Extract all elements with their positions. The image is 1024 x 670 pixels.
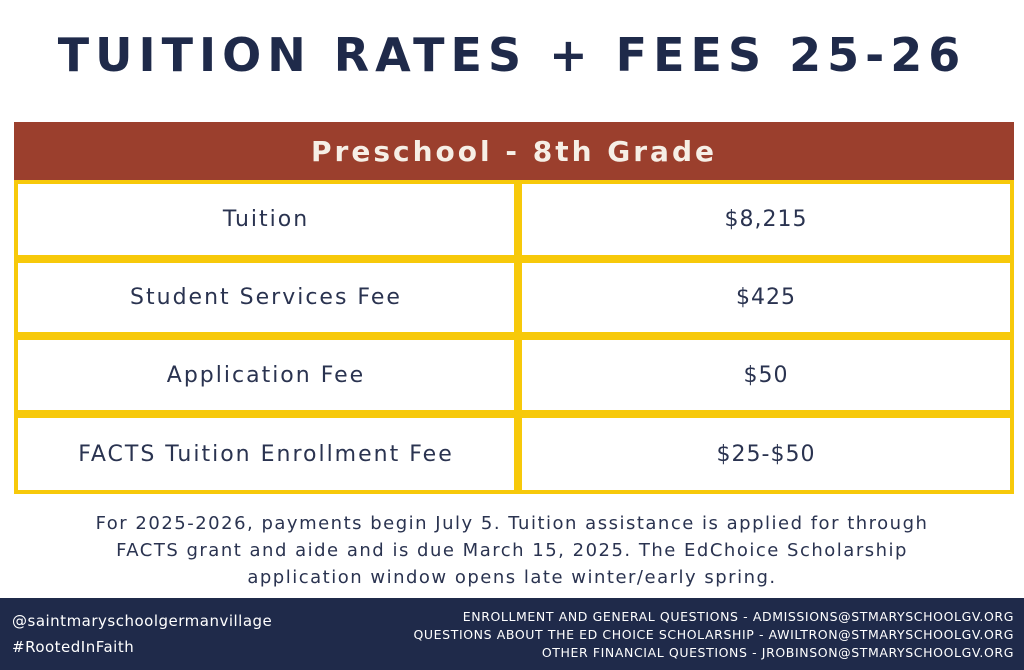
contact-line: ENROLLMENT AND GENERAL QUESTIONS - ADMIS… [462,609,1014,624]
table-row-value: $425 [522,263,1010,332]
table-row-label: Student Services Fee [18,263,514,332]
social-handle: @saintmaryschoolgermanvillage [12,612,273,630]
footer-social: @saintmaryschoolgermanvillage #RootedInF… [12,608,272,660]
table-body: Tuition $8,215 Student Services Fee $425… [14,180,1014,494]
table-row-value: $25-$50 [522,418,1010,490]
note-line: For 2025-2026, payments begin July 5. Tu… [95,513,929,534]
footer-bar: @saintmaryschoolgermanvillage #RootedInF… [0,598,1024,670]
contact-line: QUESTIONS ABOUT THE ED CHOICE SCHOLARSHI… [413,627,1014,642]
table-row-value: $50 [522,340,1010,410]
table-row-label: Application Fee [18,340,514,410]
note-line: FACTS grant and aide and is due March 15… [116,540,908,561]
table-row-label: FACTS Tuition Enrollment Fee [18,418,514,490]
footer-contacts: ENROLLMENT AND GENERAL QUESTIONS - ADMIS… [413,608,1014,662]
hashtag: #RootedInFaith [12,638,135,656]
table-row-label: Tuition [18,184,514,255]
table-header: Preschool - 8th Grade [14,122,1014,180]
table-row-value: $8,215 [522,184,1010,255]
tuition-table: Preschool - 8th Grade Tuition $8,215 Stu… [14,122,1014,494]
note-line: application window opens late winter/ear… [247,567,777,588]
contact-line: OTHER FINANCIAL QUESTIONS - JROBINSON@ST… [541,645,1014,660]
payment-note: For 2025-2026, payments begin July 5. Tu… [10,510,1014,591]
page-title: TUITION RATES + FEES 25-26 [57,28,967,82]
